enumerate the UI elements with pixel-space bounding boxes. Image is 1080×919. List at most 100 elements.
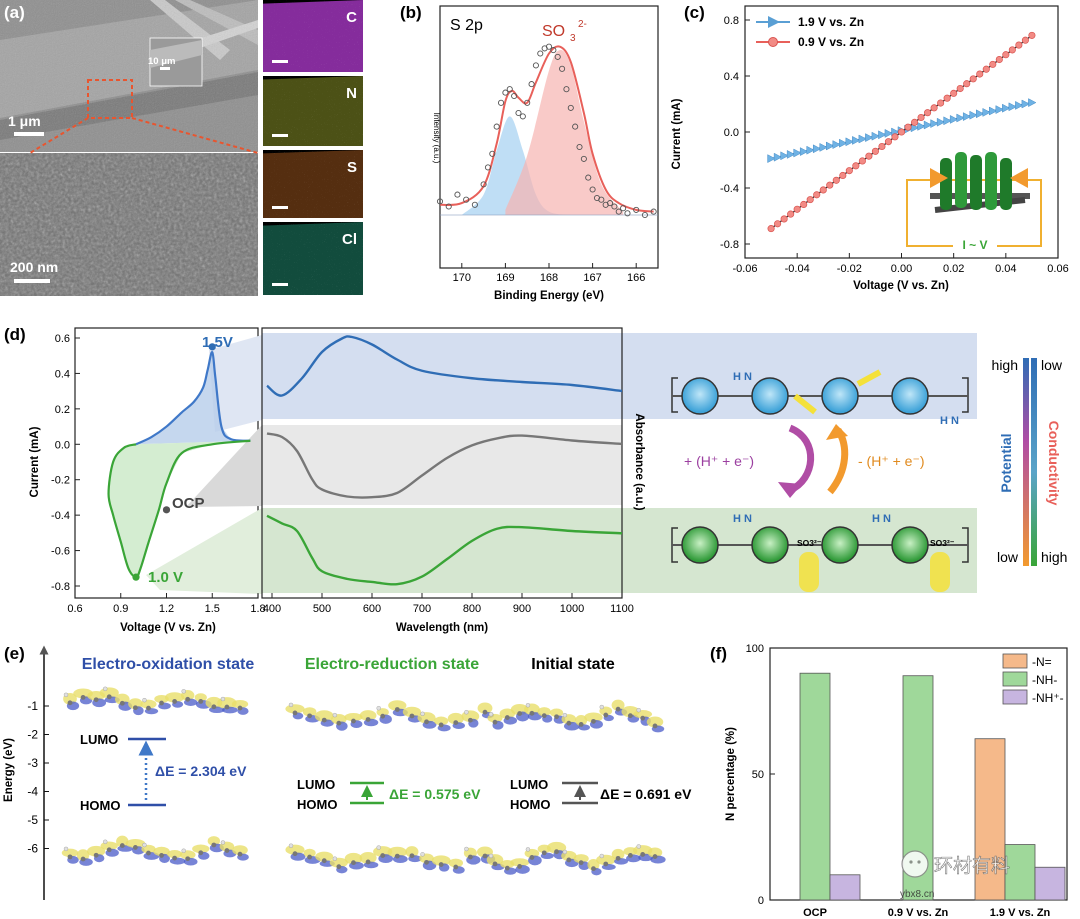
atom-h	[103, 686, 108, 691]
atom	[578, 860, 584, 866]
uv-xtick-label: 1000	[560, 603, 584, 615]
uv-xtick-label: 700	[413, 603, 431, 615]
iv-point-red	[924, 109, 932, 117]
watermark: 环材有料 ybx8.cn	[900, 850, 1010, 900]
zoom-box	[87, 79, 133, 119]
xps-data-point	[633, 206, 640, 213]
atom	[119, 843, 125, 848]
atom	[172, 855, 178, 861]
iv-point-red	[884, 138, 893, 146]
atom	[424, 719, 429, 725]
iv-point-red	[813, 191, 821, 199]
iv-point-blue	[956, 113, 965, 123]
iv-point-blue	[962, 112, 972, 122]
xps-data-point	[611, 203, 618, 210]
ring	[751, 377, 789, 415]
iv-point-red	[858, 157, 866, 165]
iv-point-blue	[982, 107, 991, 117]
ring	[891, 377, 929, 415]
atom	[365, 859, 371, 865]
xps-xtick-label: 170	[453, 272, 471, 284]
wechat-icon	[901, 850, 929, 878]
bar-1	[799, 672, 831, 901]
atom	[93, 852, 99, 858]
panel-f: (f) 0 50 100 OCP 0.9 V vs. Zn 1.9 V vs. Zn N …	[710, 643, 1068, 919]
iv-point-blue	[786, 149, 796, 159]
atom	[321, 717, 327, 723]
de-red: ΔE = 0.575 eV	[389, 786, 481, 802]
iv-point-blue	[936, 117, 946, 127]
orbital-lobe-yellow	[164, 692, 185, 703]
atom	[640, 715, 646, 721]
energy-tick-label: -4	[27, 785, 38, 799]
legend-marker-blue	[768, 16, 780, 28]
iv-point-blue	[995, 105, 1004, 115]
atom	[224, 704, 230, 710]
orbital-lobe-yellow	[387, 846, 408, 858]
iv-point-blue	[858, 134, 867, 144]
orbital-lobe-yellow	[402, 706, 422, 718]
atom	[132, 845, 138, 850]
orbital-lobe-yellow	[302, 707, 317, 717]
panel-label-f: (f)	[710, 644, 727, 663]
xps-xlabel: Binding Energy (eV)	[494, 290, 604, 302]
atom-h	[636, 844, 641, 849]
xps-title: S 2p	[450, 17, 483, 34]
circuit-inset: I ~ V	[906, 152, 1042, 252]
iv-point-red	[930, 104, 938, 112]
nanofiber-icon	[930, 152, 1030, 213]
energy-tick-label: -1	[27, 699, 38, 713]
xps-data-point	[484, 164, 492, 171]
orbital-lobe-yellow	[194, 693, 207, 702]
iv-point-red	[839, 171, 847, 180]
iv-point-red	[800, 200, 808, 209]
orbital-lobe-yellow	[207, 836, 221, 846]
legend-swatch-nh	[1002, 671, 1028, 687]
ring	[891, 526, 929, 564]
iv-point-red	[865, 152, 873, 160]
iv-point-red	[897, 128, 906, 136]
iv-ytick-label: 0.0	[724, 127, 739, 139]
xps-data-point	[515, 109, 522, 117]
ring	[681, 526, 719, 564]
atom	[438, 862, 444, 867]
atom	[504, 865, 510, 871]
xps-component-1	[461, 116, 571, 215]
atom	[591, 718, 596, 724]
xps-xtick-label: 167	[583, 272, 601, 284]
watermark-text: 环材有料	[934, 855, 1010, 877]
iv-xlabel: Voltage (V vs. Zn)	[853, 280, 949, 292]
circuit-label: I ~ V	[962, 238, 987, 252]
atom	[394, 853, 400, 859]
legend-n: -N=	[1032, 655, 1052, 669]
iv-point-blue	[819, 142, 828, 152]
iv-point-blue	[949, 114, 959, 124]
orbital-lobe-yellow	[232, 845, 248, 856]
iv-point-blue	[989, 106, 998, 116]
orbital-lobe-yellow	[405, 846, 419, 858]
panel-d: (d) -0.8 -0.6 -0.4 -0.2 0.0 0.2 0.4 0.6 0.6 0.9 1.…	[4, 325, 1067, 634]
iv-point-red	[910, 118, 919, 126]
xps-data-point	[519, 113, 526, 120]
uv-xtick-label: 800	[463, 603, 481, 615]
iv-point-red	[852, 162, 860, 170]
uv-frame	[261, 327, 623, 599]
eds-scale-bar	[272, 206, 288, 209]
iv-xtick-label: -0.06	[732, 263, 757, 275]
band-green	[262, 508, 622, 593]
f-ytick-label: 100	[746, 643, 764, 655]
atom	[529, 855, 535, 860]
iv-point-blue	[845, 137, 854, 147]
atom	[517, 864, 523, 869]
iv-point-blue	[1021, 99, 1030, 109]
iv-point-red	[891, 133, 899, 141]
atom	[541, 850, 547, 856]
xps-ylabel: Intensity (a.u.)	[432, 113, 441, 164]
atom	[365, 717, 371, 722]
iv-point-blue	[976, 109, 985, 119]
iv-xtick-label: 0.02	[943, 263, 964, 275]
xps-component-2	[505, 49, 624, 216]
atom	[132, 705, 138, 711]
xps-plot: 170 169 168 167 166	[436, 43, 658, 284]
iv-point-red	[1008, 46, 1016, 54]
